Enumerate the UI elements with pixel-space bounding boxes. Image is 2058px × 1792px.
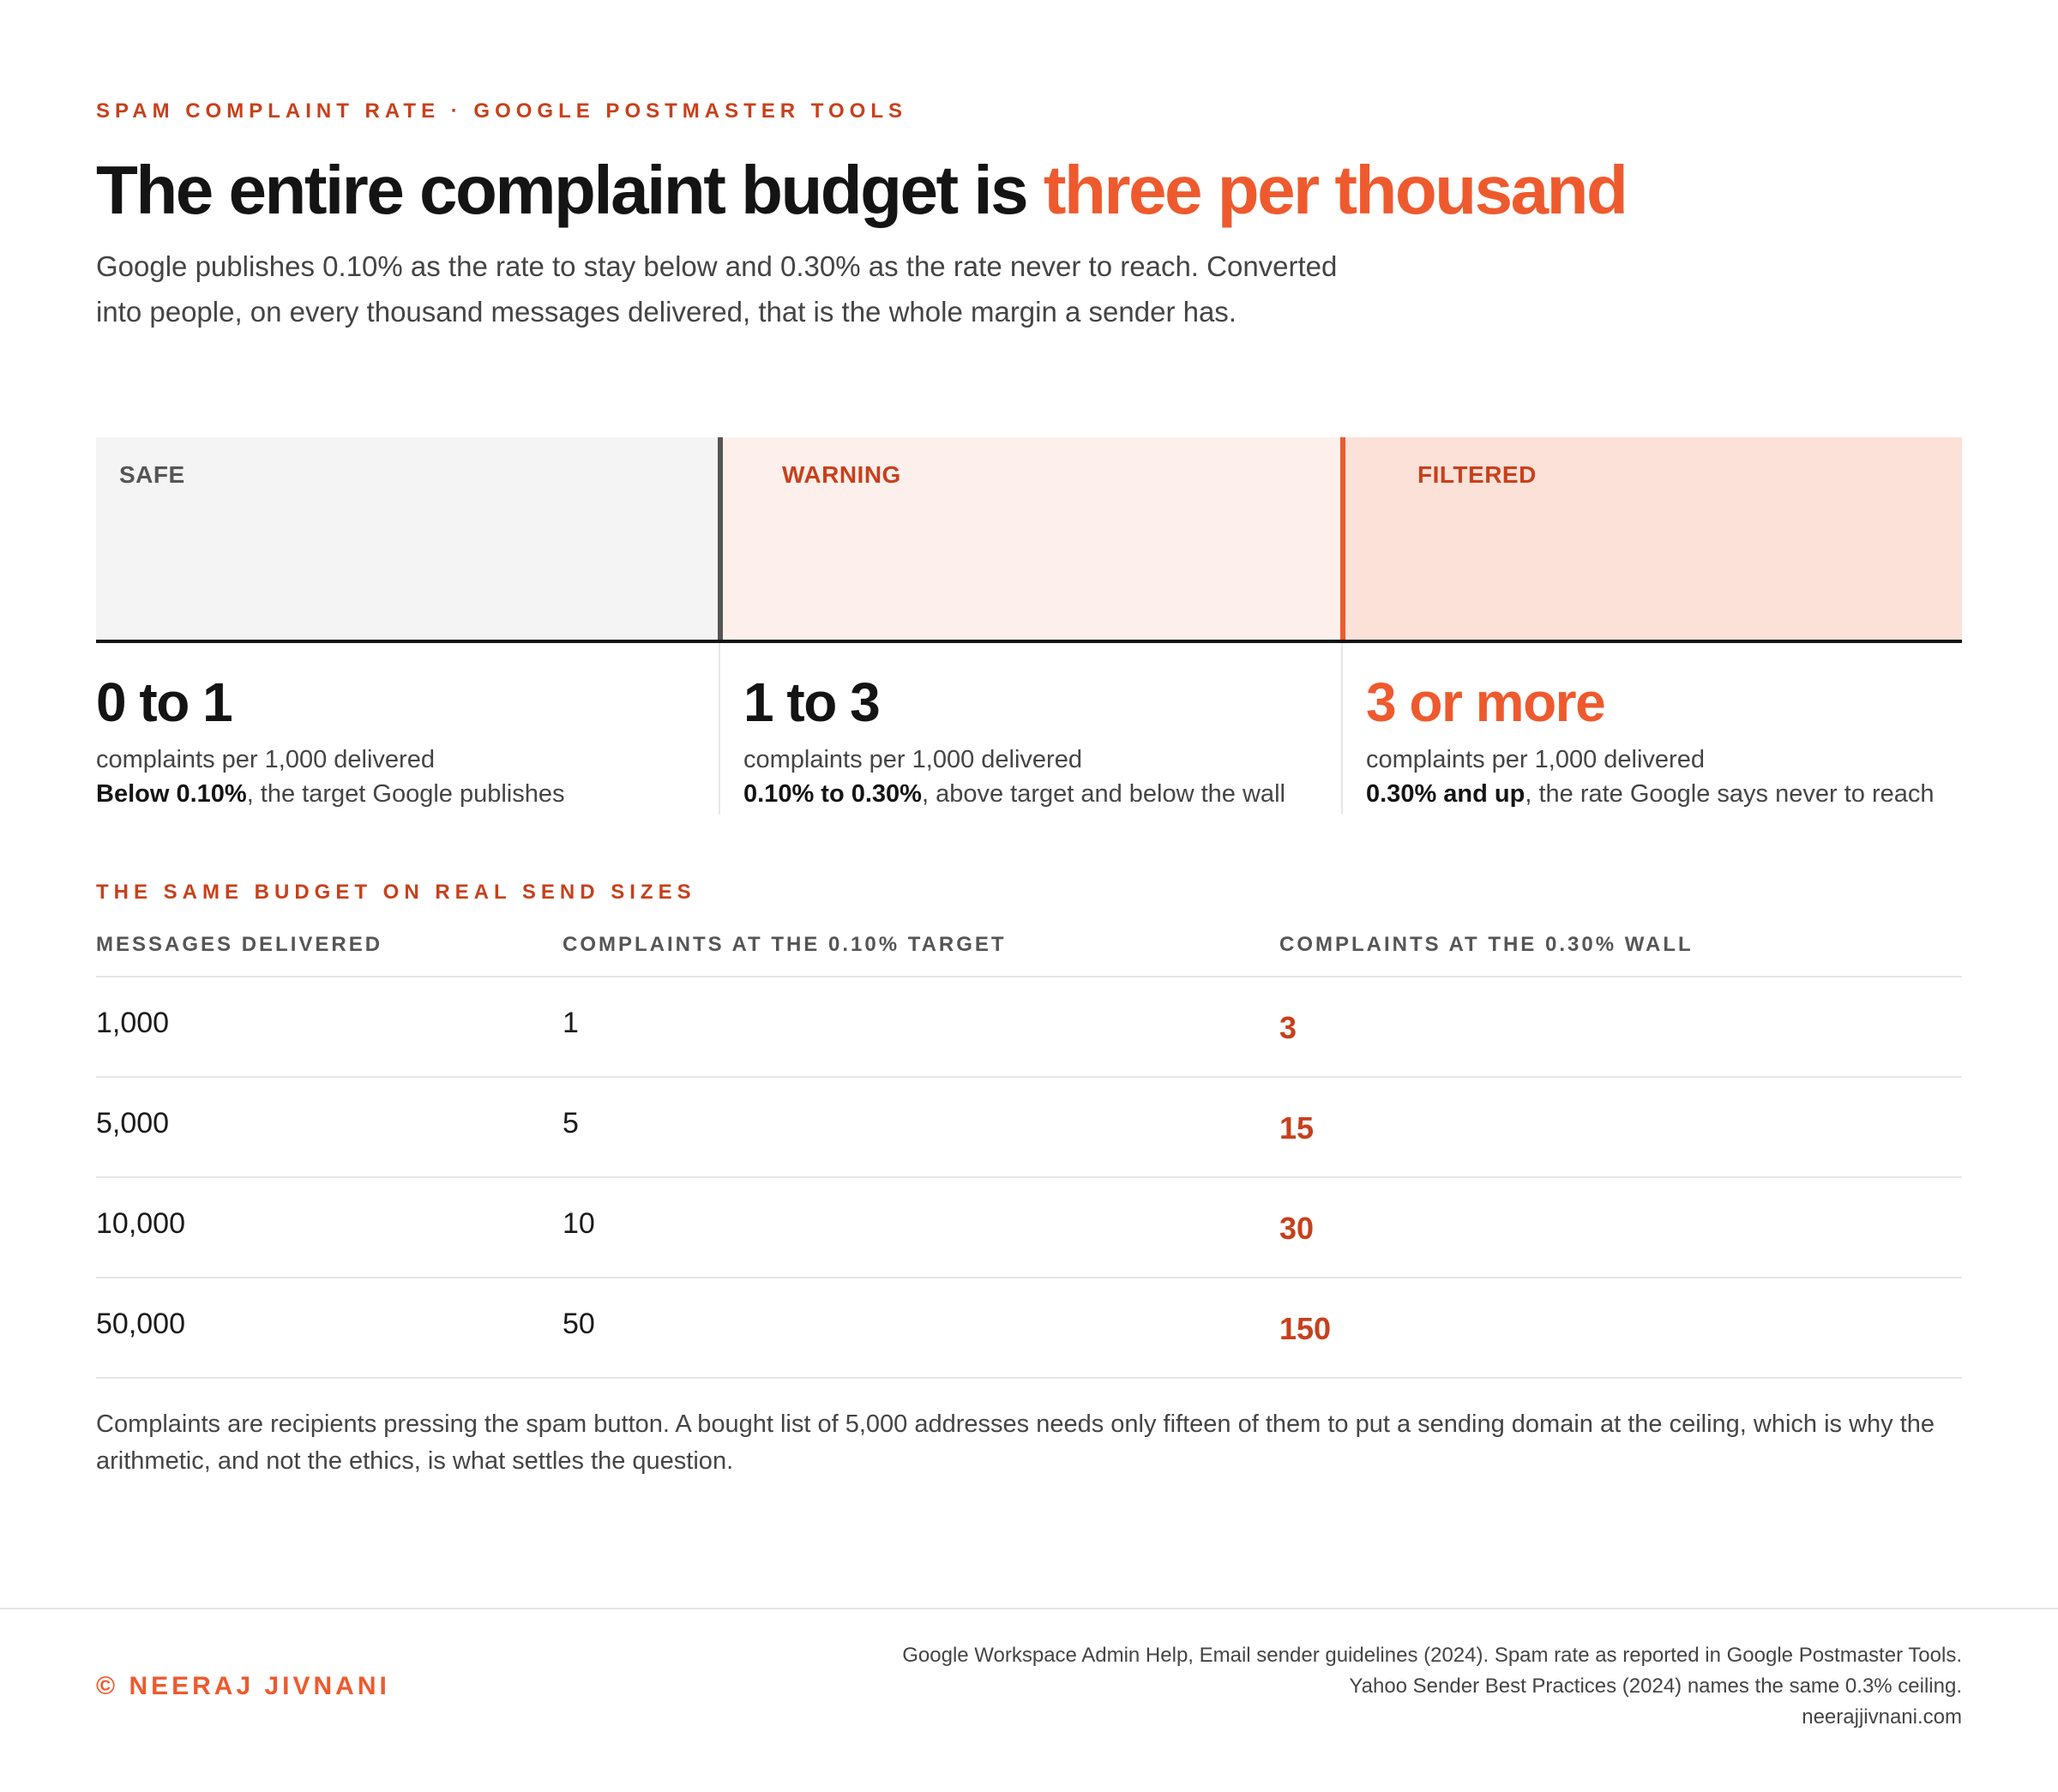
zone-note-safe: Below 0.10%, the target Google publishes	[96, 777, 565, 811]
wall-threshold-line	[1340, 437, 1345, 641]
cell-wall: 3	[1279, 1010, 1297, 1045]
eyebrow: SPAM COMPLAINT RATE · GOOGLE POSTMASTER …	[96, 99, 908, 123]
band-label-filtered: FILTERED	[1417, 461, 1537, 488]
scale-baseline	[96, 640, 1962, 643]
zone-range-warning: 1 to 3	[743, 671, 881, 733]
band-warning: WARNING	[719, 437, 1343, 641]
send-size-table: MESSAGES DELIVERED COMPLAINTS AT THE 0.1…	[96, 926, 1962, 1379]
zone-note-rest: , the rate Google says never to reach	[1525, 780, 1935, 808]
table-row: 1,000 1 3	[96, 977, 1962, 1078]
column-header-wall: COMPLAINTS AT THE 0.30% WALL	[1279, 933, 1694, 956]
headline: The entire complaint budget is three per…	[96, 147, 1628, 233]
cell-wall: 15	[1279, 1110, 1315, 1146]
zone-note-filtered: 0.30% and up, the rate Google says never…	[1366, 777, 1934, 811]
table-title: THE SAME BUDGET ON REAL SEND SIZES	[96, 881, 696, 904]
footnote: Complaints are recipients pressing the s…	[96, 1410, 1935, 1475]
cell-delivered: 1,000	[96, 1007, 170, 1039]
author-credit: © NEERAJ JIVNANI	[96, 1672, 390, 1700]
zone-note-bold: Below 0.10%	[96, 780, 247, 808]
band-filtered: FILTERED	[1343, 437, 1962, 641]
zone-note-rest: , above target and below the wall	[921, 780, 1285, 808]
zone-range-filtered: 3 or more	[1366, 671, 1606, 733]
zone-unit-warning: complaints per 1,000 delivered	[743, 746, 1082, 773]
column-header-delivered: MESSAGES DELIVERED	[96, 933, 383, 956]
cell-target: 1	[563, 1007, 579, 1039]
band-label-safe: SAFE	[119, 461, 185, 488]
cell-delivered: 5,000	[96, 1107, 170, 1140]
zone-note-warning: 0.10% to 0.30%, above target and below t…	[743, 777, 1285, 811]
table-row: 5,000 5 15	[96, 1078, 1962, 1178]
zone-note-bold: 0.30% and up	[1366, 780, 1525, 808]
cell-wall: 150	[1279, 1311, 1332, 1346]
zone-note-rest: , the target Google publishes	[246, 780, 565, 808]
intro-text: Google publishes 0.10% as the rate to st…	[96, 250, 1338, 328]
band-label-warning: WARNING	[782, 461, 901, 488]
cell-target: 10	[563, 1207, 595, 1240]
source-link: neerajjivnani.com	[1802, 1705, 1962, 1729]
zone-note-bold: 0.10% to 0.30%	[743, 780, 922, 808]
cell-wall: 30	[1279, 1211, 1315, 1246]
band-safe: SAFE	[96, 437, 719, 641]
zone-warning: 1 to 3 complaints per 1,000 delivered 0.…	[743, 669, 1285, 811]
headline-accent: three per thousand	[1043, 152, 1628, 228]
headline-lead: The entire complaint budget is	[96, 152, 1044, 228]
zone-range-safe: 0 to 1	[96, 671, 233, 733]
zone-filtered: 3 or more complaints per 1,000 delivered…	[1366, 669, 1934, 811]
table-row: 10,000 10 30	[96, 1178, 1962, 1278]
target-threshold-line	[718, 437, 723, 641]
complaint-scale: SAFE WARNING FILTERED 0 to 1 complaints …	[96, 437, 1962, 815]
zone-unit-filtered: complaints per 1,000 delivered	[1366, 746, 1705, 773]
table-header: MESSAGES DELIVERED COMPLAINTS AT THE 0.1…	[96, 926, 1962, 977]
cell-target: 50	[563, 1308, 595, 1340]
zone-separator	[719, 643, 720, 815]
source-line: Google Workspace Admin Help, Email sende…	[902, 1644, 1962, 1667]
source-notes: Google Workspace Admin Help, Email sende…	[902, 1640, 1962, 1733]
source-line: Yahoo Sender Best Practices (2024) names…	[1349, 1675, 1962, 1698]
column-header-target: COMPLAINTS AT THE 0.10% TARGET	[563, 933, 1007, 956]
zone-separator	[1341, 643, 1343, 815]
zone-unit-safe: complaints per 1,000 delivered	[96, 746, 435, 773]
footer-divider	[0, 1608, 2058, 1609]
cell-target: 5	[563, 1107, 579, 1140]
cell-delivered: 50,000	[96, 1308, 185, 1340]
table-row: 50,000 50 150	[96, 1278, 1962, 1379]
zone-safe: 0 to 1 complaints per 1,000 delivered Be…	[96, 669, 565, 811]
cell-delivered: 10,000	[96, 1207, 185, 1240]
